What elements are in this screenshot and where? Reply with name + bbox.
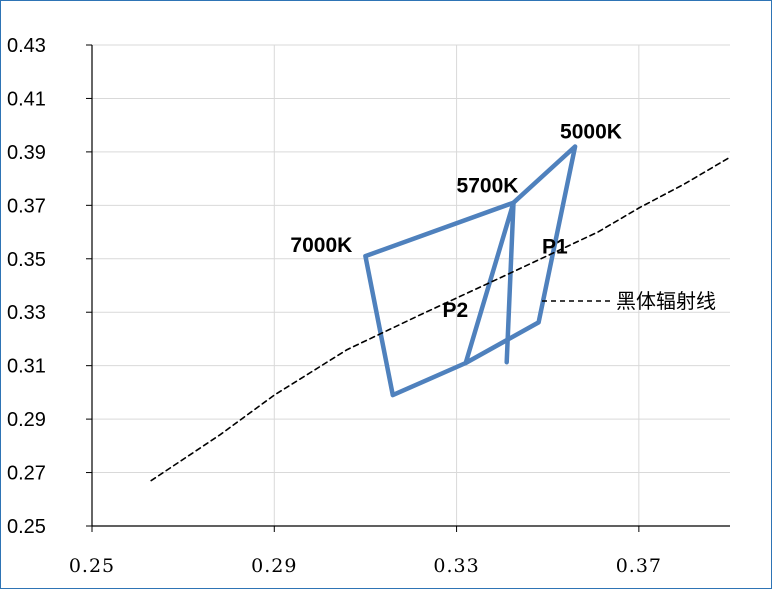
x-tick-label: 0.33 <box>433 555 479 577</box>
x-tick-label: 0.37 <box>616 555 662 577</box>
x-tick-label: 0.29 <box>251 555 297 577</box>
y-tick-label: 0.43 <box>7 35 46 57</box>
series-line-region-2 <box>463 144 578 366</box>
series-line-blackbody <box>150 156 731 482</box>
x-tick-label: 0.25 <box>69 555 115 577</box>
legend-label: 黑体辐射线 <box>616 289 716 313</box>
y-tick-label: 0.27 <box>7 463 46 485</box>
y-tick-label: 0.33 <box>7 302 46 324</box>
annotation-layer: 5000K 5700K 7000K P1 P2 <box>290 121 622 322</box>
annotation-label: P1 <box>542 235 568 258</box>
y-tick-label: 0.35 <box>7 249 46 271</box>
y-tick-label: 0.29 <box>7 409 46 431</box>
annotation-label: 7000K <box>290 234 352 257</box>
series-line-region-1 <box>363 200 516 398</box>
y-tick-label: 0.39 <box>7 142 46 164</box>
annotation-label: 5700K <box>457 175 519 198</box>
legend: 黑体辐射线 <box>542 289 716 313</box>
y-tick-label: 0.31 <box>7 356 46 378</box>
annotation-label: P2 <box>443 299 469 322</box>
axes: 0.43 0.41 0.39 0.37 0.35 0.33 0.31 0.29 0.27 0.25… <box>7 35 730 577</box>
y-tick-label: 0.37 <box>7 195 46 217</box>
y-tick-label: 0.25 <box>7 516 46 538</box>
annotation-label: 5000K <box>560 121 622 144</box>
y-tick-label: 0.41 <box>7 88 46 110</box>
series-layer <box>150 144 731 482</box>
grid <box>92 44 730 527</box>
